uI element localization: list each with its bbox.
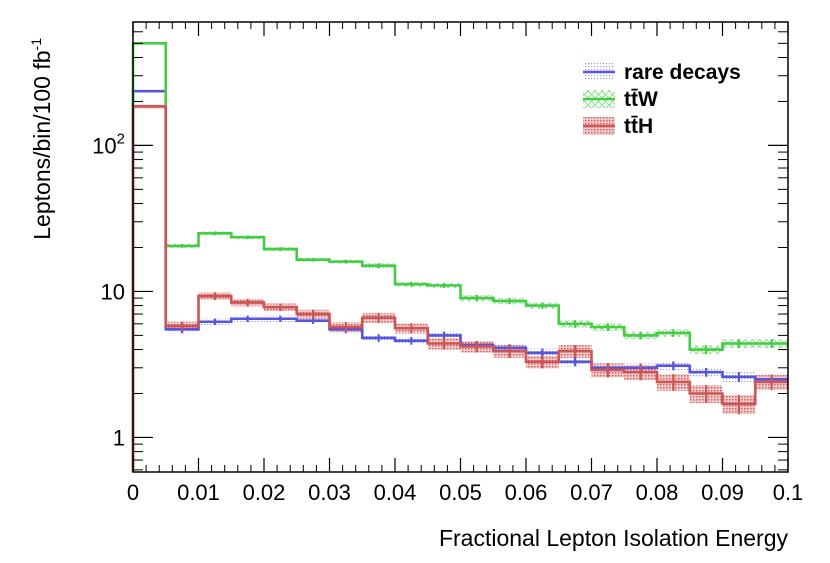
legend: rare decays tt̄W tt̄H [583, 61, 741, 138]
y-axis-title-exponent: -1 [28, 38, 44, 51]
legend-label-1: tt̄W [624, 88, 658, 111]
y-axis-title: Leptons/bin/100 fb-1 [28, 38, 55, 240]
plot-frame [132, 21, 789, 473]
legend-label-2: tt̄H [624, 115, 653, 138]
series-line-2 [131, 105, 788, 472]
x-tick-label-7: 0.07 [570, 480, 613, 505]
x-tick-label-6: 0.06 [505, 480, 548, 505]
error-bars [181, 231, 773, 415]
x-tick-label-5: 0.05 [439, 480, 482, 505]
x-axis-title: Fractional Lepton Isolation Energy [439, 525, 789, 551]
x-tick-label-10: 0.1 [773, 480, 804, 505]
x-tick-label-1: 0.01 [177, 480, 220, 505]
y-axis-title-main: Leptons/bin/100 fb [29, 50, 55, 239]
y-axis-ticks: 1 10 102 [92, 31, 788, 471]
legend-label-0: rare decays [624, 61, 741, 84]
x-axis-ticks: 0 0.01 0.02 0.03 0.04 0.05 0.06 0.07 0.08 0.09 0.1 [127, 22, 803, 505]
series-line-0 [131, 89, 788, 472]
x-tick-label-9: 0.09 [701, 480, 744, 505]
y-tick-exponent-2: 2 [117, 130, 125, 147]
x-tick-label-8: 0.08 [636, 480, 679, 505]
histogram-lines [131, 42, 788, 472]
x-tick-label-2: 0.02 [243, 480, 286, 505]
x-tick-label-3: 0.03 [308, 480, 351, 505]
x-tick-label-0: 0 [127, 480, 139, 505]
y-tick-label-2: 102 [92, 130, 125, 158]
y-tick-label-1: 10 [101, 279, 125, 304]
uncertainty-bands [133, 42, 788, 415]
y-tick-label-0: 1 [113, 425, 125, 450]
series-line-1 [131, 42, 788, 472]
x-tick-label-4: 0.04 [374, 480, 417, 505]
